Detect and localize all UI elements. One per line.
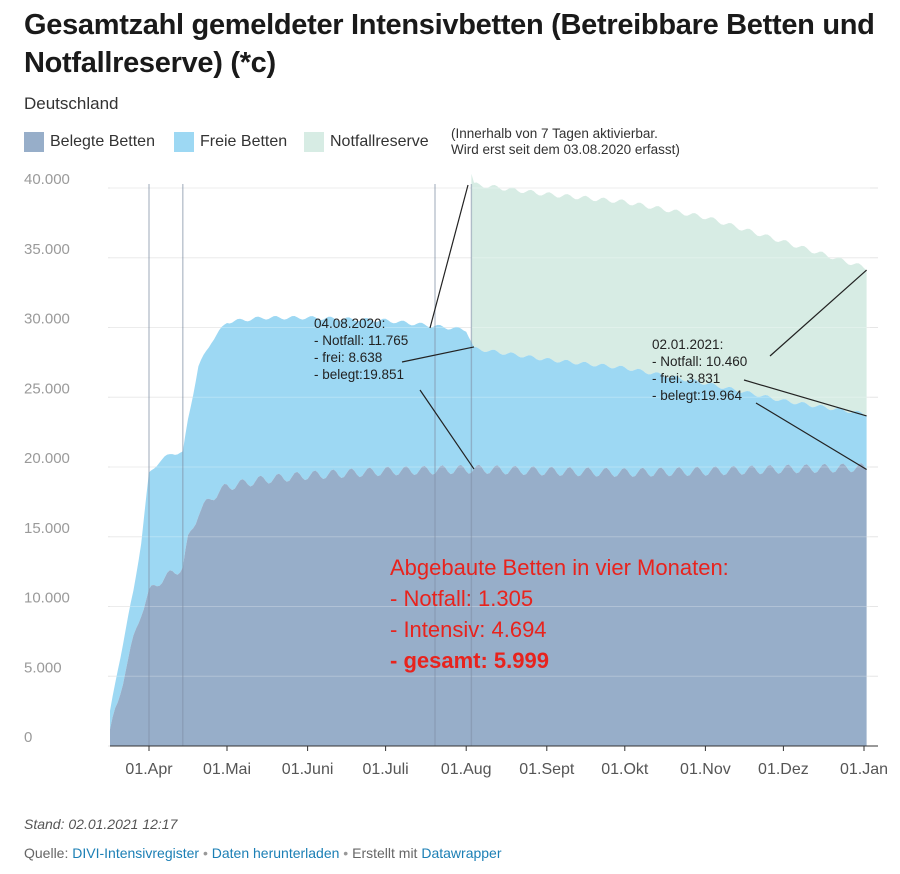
x-tick-label: 01.Nov — [680, 761, 731, 778]
summary-line: - Notfall: 1.305 — [390, 586, 533, 611]
y-tick-label: 35.000 — [24, 241, 70, 258]
annotation-aug-line: - Notfall: 11.765 — [314, 333, 408, 348]
legend-swatch-belegt — [24, 132, 44, 152]
separator-2: • — [339, 845, 353, 861]
y-tick-label: 20.000 — [24, 450, 70, 467]
annotation-jan-pointer-notfall — [769, 269, 867, 357]
annotation-aug-line: - belegt:19.851 — [314, 367, 404, 382]
x-tick-label: 01.Okt — [601, 761, 649, 778]
legend-swatch-frei — [174, 132, 194, 152]
summary-heading: Abgebaute Betten in vier Monaten: — [390, 555, 729, 580]
series-area-freie-betten — [110, 316, 867, 730]
x-tick-label: 01.Sept — [519, 761, 575, 778]
legend-label-frei: Freie Betten — [200, 133, 288, 150]
annotation-jan-pointer-belegt — [755, 402, 867, 471]
annotation-aug-line: 04.08.2020: — [314, 316, 385, 331]
legend-note: (Innerhalb von 7 Tagen aktivierbar. Wird… — [451, 126, 680, 157]
annotation-jan-line: 02.01.2021: — [652, 337, 723, 352]
x-tick-label: 01.Dez — [758, 761, 809, 778]
y-tick-label: 40.000 — [24, 171, 70, 188]
created-with: Erstellt mit — [352, 845, 418, 861]
legend-swatch-notfall — [304, 132, 324, 152]
x-tick-label: 01.Jan — [840, 761, 888, 778]
y-tick-label: 0 — [24, 729, 32, 746]
legend-item-notfall: Notfallreserve — [304, 132, 429, 152]
annotation-jan-pointer-frei — [743, 379, 867, 417]
legend-item-frei: Freie Betten — [174, 132, 287, 152]
annotation-aug-line: - frei: 8.638 — [314, 350, 382, 365]
y-tick-label: 25.000 — [24, 380, 70, 397]
summary-line: - Intensiv: 4.694 — [390, 617, 547, 642]
download-link[interactable]: Daten herunterladen — [211, 845, 340, 861]
x-tick-label: 01.Apr — [125, 761, 173, 778]
stand-timestamp: Stand: 02.01.2021 12:17 — [24, 816, 178, 832]
source-link[interactable]: DIVI-Intensivregister — [72, 845, 200, 861]
legend-label-notfall: Notfallreserve — [330, 133, 429, 150]
annotation-jan-line: - Notfall: 10.460 — [652, 354, 747, 369]
x-tick-label: 01.Mai — [203, 761, 251, 778]
y-tick-label: 10.000 — [24, 590, 70, 607]
source-line: Quelle: DIVI-Intensivregister • Daten he… — [24, 845, 502, 861]
annotation-jan-line: - frei: 3.831 — [652, 371, 720, 386]
x-tick-label: 01.Juni — [282, 761, 334, 778]
area-chart: 40.000 35.000 30.000 25.000 20.000 15.000 10.0… — [24, 171, 888, 778]
x-tick-label: 01.Aug — [441, 761, 492, 778]
series-area-belegte-betten — [110, 463, 867, 746]
chart-subtitle: Deutschland — [24, 94, 119, 113]
source-prefix: Quelle: — [24, 845, 69, 861]
chart-title: Gesamtzahl gemeldeter Intensivbetten (Be… — [24, 9, 875, 79]
annotation-aug-pointer-frei — [401, 346, 475, 363]
annotation-jan-line: - belegt:19.964 — [652, 388, 743, 403]
legend-label-belegt: Belegte Betten — [50, 133, 155, 150]
summary-line: - gesamt: 5.999 — [390, 648, 549, 673]
y-tick-label: 15.000 — [24, 520, 70, 537]
series-area-notfallreserve — [471, 173, 867, 416]
x-tick-label: 01.Juli — [362, 761, 408, 778]
annotation-aug-pointer-notfall — [429, 184, 469, 329]
legend-item-belegt: Belegte Betten — [24, 132, 155, 152]
annotation-aug-pointer-belegt — [419, 389, 475, 470]
y-tick-label: 5.000 — [24, 659, 62, 676]
y-tick-label: 30.000 — [24, 311, 70, 328]
datawrapper-link[interactable]: Datawrapper — [421, 845, 502, 861]
separator-1: • — [199, 845, 212, 861]
